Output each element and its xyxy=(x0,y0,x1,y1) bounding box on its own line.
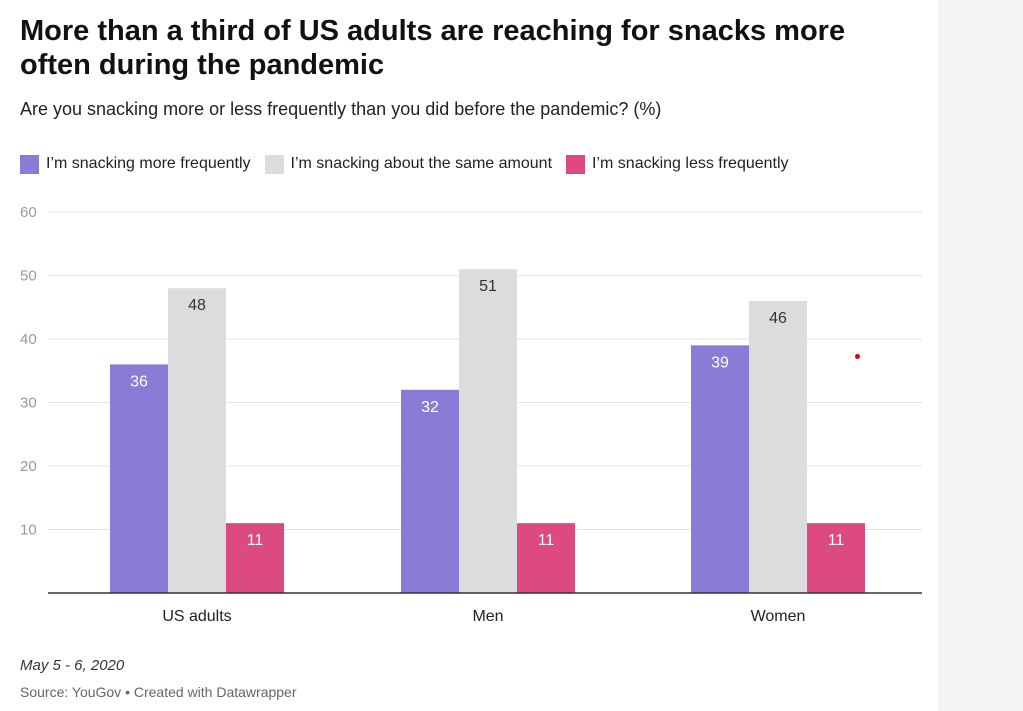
legend-label-less: I’m snacking less frequently xyxy=(592,155,789,172)
y-tick-label: 20 xyxy=(20,458,37,475)
legend-item-more: I’m snacking more frequently xyxy=(20,154,251,174)
chart-card: More than a third of US adults are reach… xyxy=(0,0,938,711)
legend-swatch-same xyxy=(264,154,284,174)
y-tick-label: 40 xyxy=(20,331,37,348)
data-label: 11 xyxy=(247,532,264,549)
data-label: 51 xyxy=(479,278,497,295)
data-label: 48 xyxy=(188,297,206,314)
y-tick-label: 10 xyxy=(20,522,37,539)
legend-label-same: I’m snacking about the same amount xyxy=(290,155,553,172)
data-label: 32 xyxy=(421,399,439,416)
data-label: 11 xyxy=(538,532,555,549)
x-tick-label: Women xyxy=(751,608,806,625)
y-tick-label: 50 xyxy=(20,268,37,285)
legend-swatch-more xyxy=(20,154,39,174)
chart-notes: May 5 - 6, 2020 xyxy=(20,657,125,674)
annotation-dot xyxy=(855,354,860,359)
bar xyxy=(517,523,575,593)
x-tick-label: US adults xyxy=(162,608,231,625)
bar xyxy=(459,269,517,593)
bar-chart: 10 20 30 40 50 60 36 48 11 US adults 32 51 11 Men 39 46… xyxy=(20,204,922,625)
data-label: 46 xyxy=(769,310,787,327)
data-label: 36 xyxy=(130,373,148,390)
chart-subtitle: Are you snacking more or less frequently… xyxy=(20,99,662,119)
bar xyxy=(401,389,459,593)
y-tick-label: 30 xyxy=(20,395,37,412)
y-tick-label: 60 xyxy=(20,204,37,221)
chart-source: Source: YouGov • Created with Datawrappe… xyxy=(20,684,297,700)
bar xyxy=(749,300,807,593)
legend-label-more: I’m snacking more frequently xyxy=(46,155,251,172)
legend-swatch-less xyxy=(566,154,586,174)
data-label: 39 xyxy=(711,354,729,371)
legend-item-less: I’m snacking less frequently xyxy=(566,154,789,174)
legend-item-same: I’m snacking about the same amount xyxy=(264,154,553,174)
bar xyxy=(168,288,226,593)
bar xyxy=(807,523,865,593)
chart-legend: I’m snacking more frequently I’m snackin… xyxy=(20,153,803,175)
bar xyxy=(691,345,749,593)
bar xyxy=(226,523,284,593)
x-tick-label: Men xyxy=(472,608,503,625)
data-label: 11 xyxy=(828,532,845,549)
chart-title: More than a third of US adults are reach… xyxy=(20,15,846,81)
bar xyxy=(110,364,168,593)
